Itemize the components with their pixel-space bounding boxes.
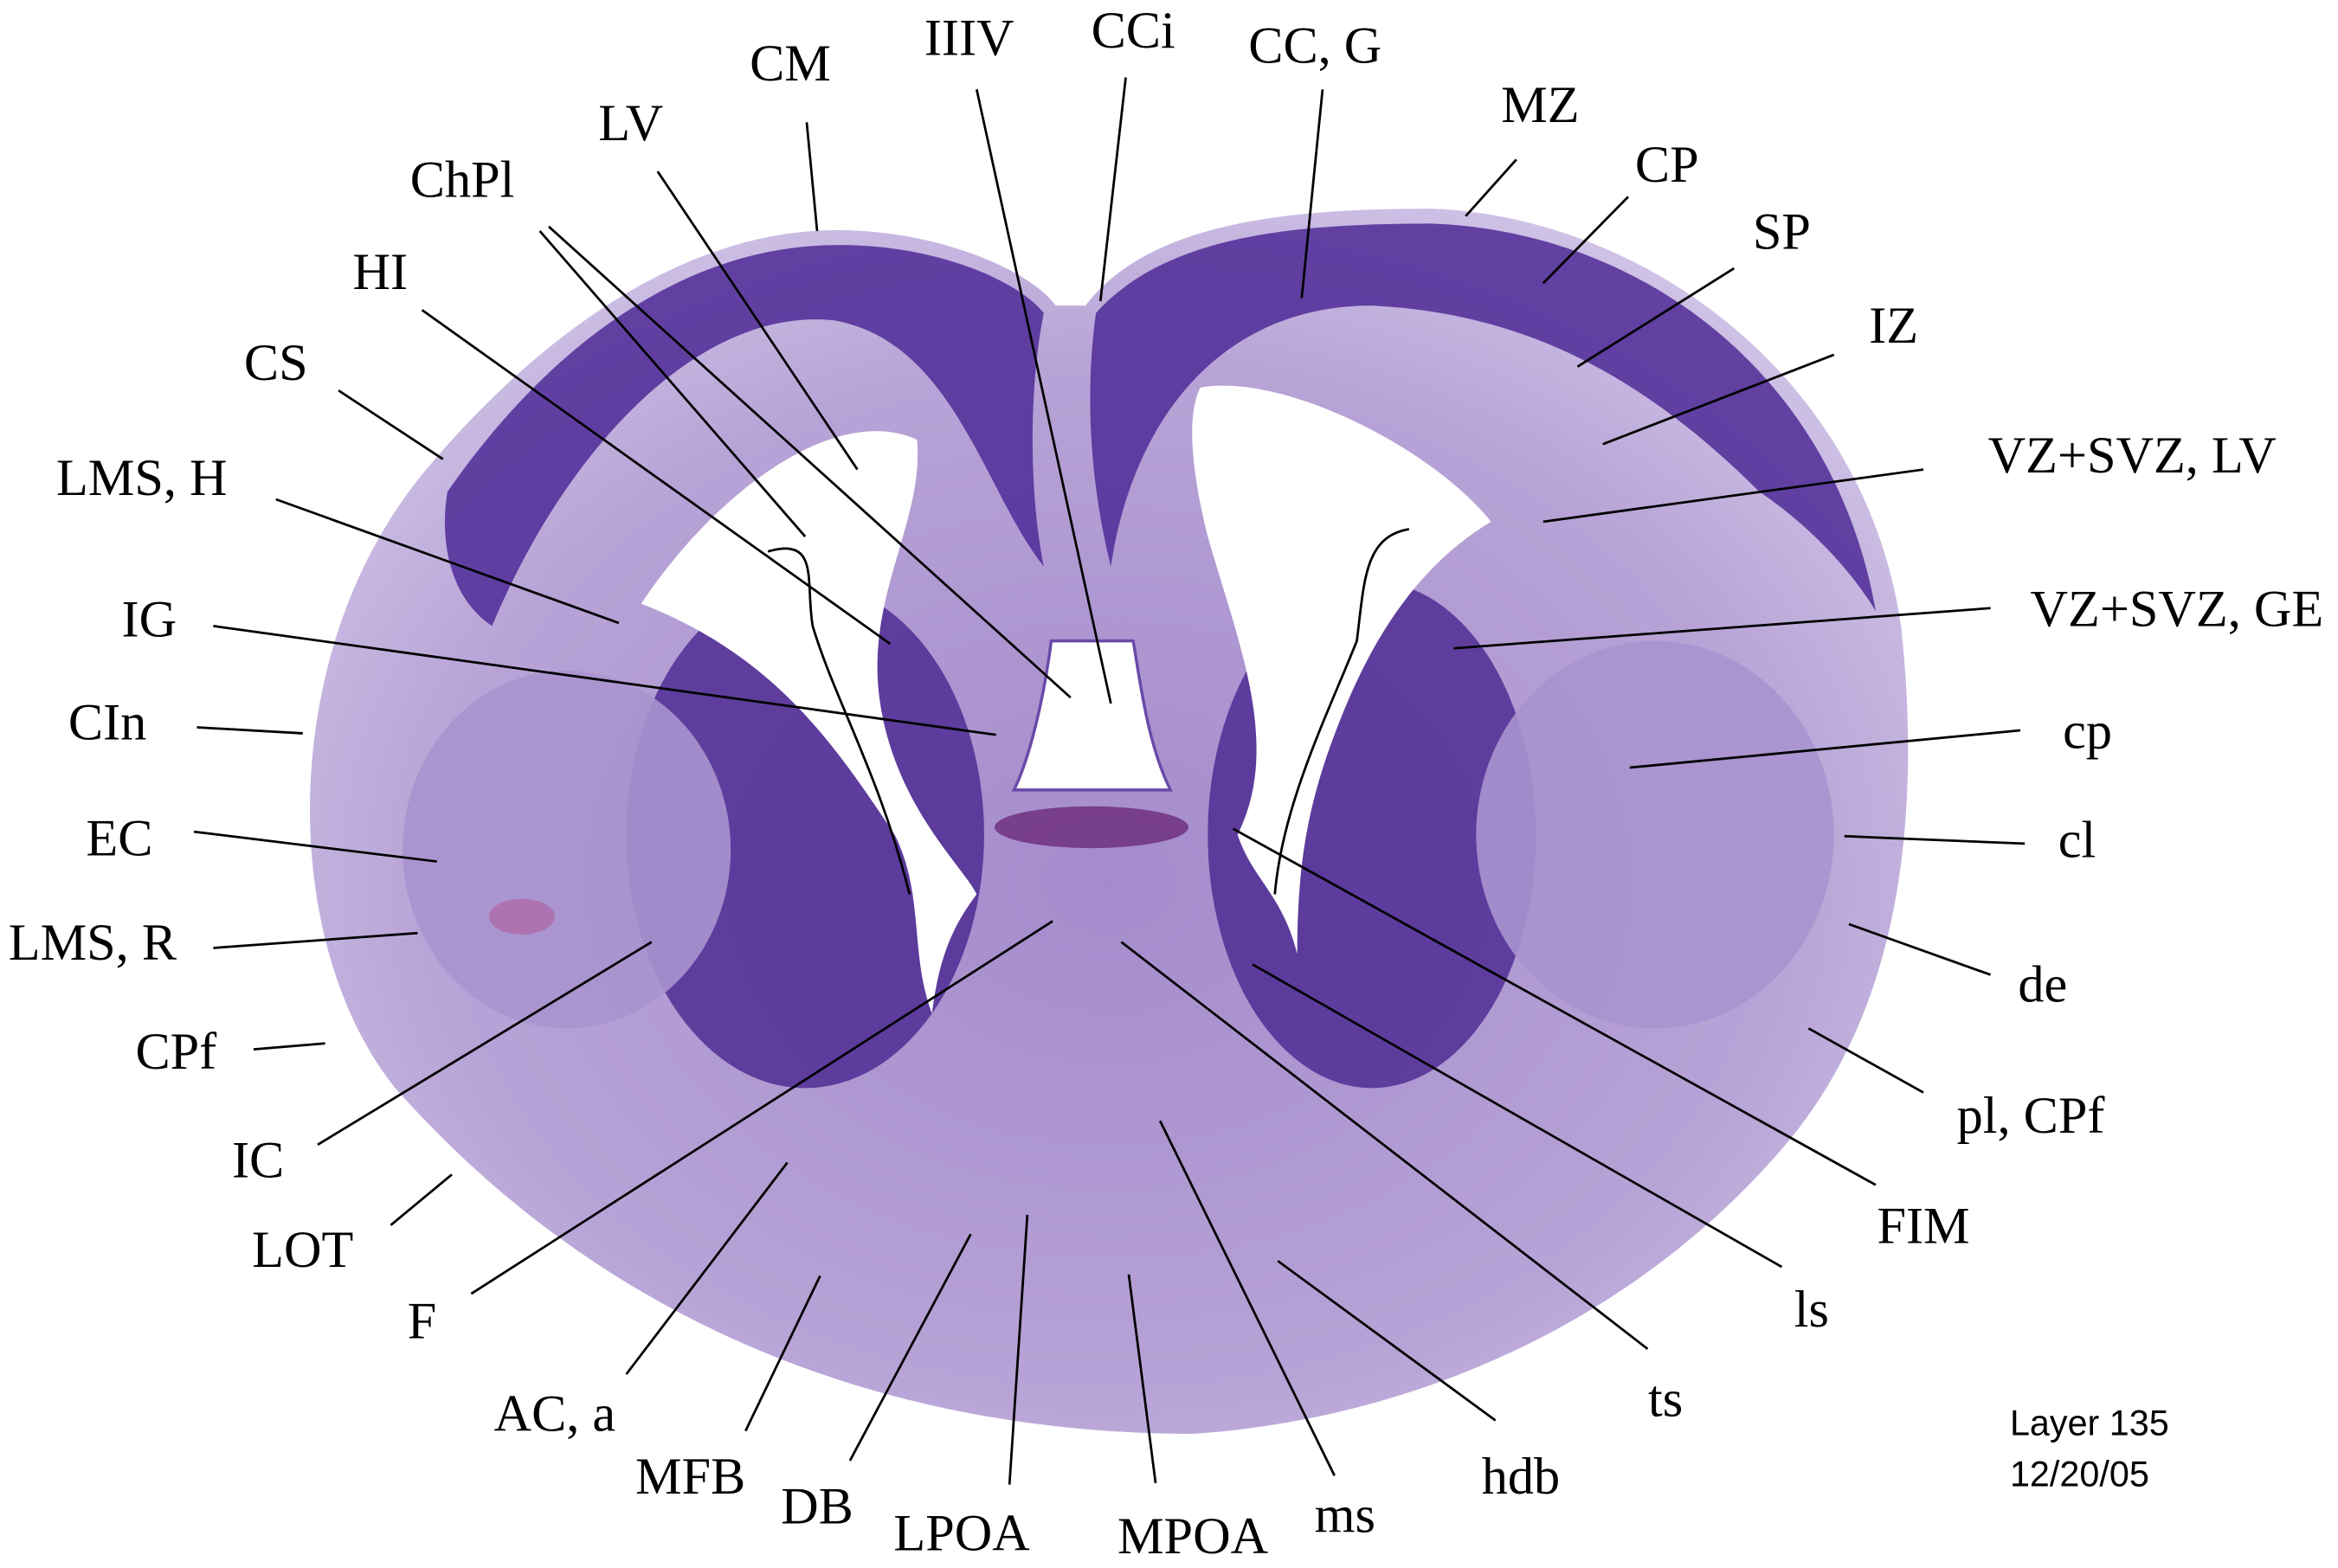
label-cp-upper: CP (1635, 136, 1699, 194)
label-vz-svz-ge: VZ+SVZ, GE (2031, 580, 2324, 638)
label-sp: SP (1753, 203, 1811, 261)
label-fim: FIM (1877, 1198, 1969, 1256)
label-ts: ts (1648, 1370, 1683, 1428)
ventricle-right (1192, 385, 1491, 954)
label-ic: IC (232, 1132, 284, 1190)
label-iz: IZ (1869, 297, 1918, 355)
striatum-left (403, 671, 731, 1029)
label-hdb: hdb (1482, 1448, 1560, 1506)
label-lpoa: LPOA (893, 1504, 1030, 1562)
tissue-section (310, 209, 1909, 1434)
label-cp-lower: cp (2063, 703, 2112, 761)
third-ventricle (1011, 639, 1174, 792)
structure-labels: CM LV ChPl HI CS LMS, H IG CIn EC LMS, R… (9, 2, 2323, 1565)
pink-spot (489, 898, 555, 935)
cortex-left (444, 245, 1044, 627)
label-cl: cl (2058, 811, 2096, 869)
label-db: DB (781, 1477, 853, 1535)
label-pl-cpf: pl, CPf (1957, 1087, 2106, 1145)
label-vz-svz-lv: VZ+SVZ, LV (1988, 427, 2277, 485)
label-lot: LOT (252, 1221, 353, 1279)
label-cci: CCi (1092, 2, 1175, 60)
ganglionic-eminence-left (626, 581, 984, 1089)
label-mfb: MFB (635, 1448, 745, 1506)
label-lms-r: LMS, R (9, 914, 177, 972)
label-cc-g: CC, G (1248, 16, 1382, 74)
label-ac-a: AC, a (494, 1385, 616, 1443)
choroid-plexus-right (1273, 528, 1410, 895)
label-ig: IG (122, 590, 177, 648)
label-cm: CM (750, 35, 831, 93)
ventricle-left (641, 431, 977, 1014)
label-de: de (2018, 955, 2067, 1013)
label-lms-h: LMS, H (56, 449, 228, 507)
striatum-right (1476, 640, 1834, 1029)
choroid-plexus-left (767, 547, 911, 895)
label-iiiv: IIIV (924, 10, 1014, 67)
layer-number: Layer 135 (2010, 1404, 2169, 1443)
label-cin: CIn (68, 693, 146, 751)
label-ms: ms (1315, 1487, 1375, 1545)
section-note: Layer 135 12/20/05 (2010, 1404, 2169, 1494)
leader-lines (193, 77, 2026, 1485)
label-ls: ls (1794, 1281, 1829, 1339)
cortex-right (1090, 223, 1876, 612)
label-lv: LV (598, 94, 663, 152)
label-cs: CS (244, 334, 308, 392)
label-mz: MZ (1501, 76, 1579, 134)
label-mpoa: MPOA (1117, 1507, 1269, 1565)
label-ec: EC (86, 810, 152, 868)
section-date: 12/20/05 (2010, 1454, 2149, 1494)
label-cpf: CPf (135, 1023, 217, 1081)
label-hi: HI (353, 243, 409, 301)
label-f: F (408, 1293, 437, 1351)
label-chpl: ChPl (410, 151, 515, 209)
midline-commissure (994, 806, 1188, 849)
